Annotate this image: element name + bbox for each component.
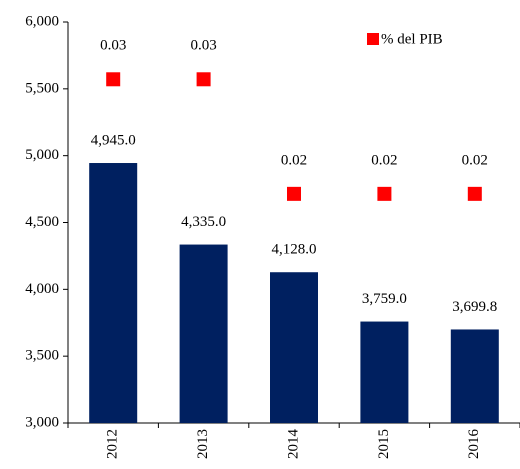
x-tick-label: 2016 (466, 429, 482, 460)
data-label: 0.02 (371, 152, 397, 168)
x-tick-label: 2012 (105, 429, 121, 459)
legend-label: % del PIB (381, 31, 443, 47)
marker (196, 72, 211, 87)
bar (270, 272, 318, 423)
marker (106, 72, 121, 87)
bar (89, 163, 138, 424)
data-label: 0.03 (100, 38, 126, 54)
x-tick-label: 2014 (285, 429, 301, 460)
marker (287, 186, 301, 201)
bar (450, 329, 499, 423)
y-tick-label: 3,000 (25, 414, 59, 430)
data-label: 4,945.0 (91, 132, 136, 148)
x-tick-label: 2013 (195, 429, 211, 459)
y-tick-label: 5,000 (25, 147, 59, 163)
y-tick-label: 4,500 (25, 214, 59, 230)
bar (360, 321, 409, 423)
data-label: 0.02 (281, 152, 307, 168)
data-label: 3,699.8 (452, 299, 497, 315)
x-tick-label: 2015 (376, 429, 392, 459)
data-label: 0.02 (462, 152, 488, 168)
data-label: 4,335.0 (181, 214, 226, 230)
y-tick-label: 4,000 (25, 281, 59, 297)
y-tick-label: 3,500 (25, 348, 59, 364)
data-label: 3,759.0 (362, 291, 407, 307)
data-label: 0.03 (190, 38, 216, 54)
marker (467, 186, 482, 201)
y-tick-label: 6,000 (25, 13, 59, 29)
bar (179, 244, 228, 423)
y-tick-label: 5,500 (25, 80, 59, 96)
marker (377, 186, 392, 201)
data-label: 4,128.0 (272, 242, 317, 258)
legend-swatch (367, 33, 379, 45)
